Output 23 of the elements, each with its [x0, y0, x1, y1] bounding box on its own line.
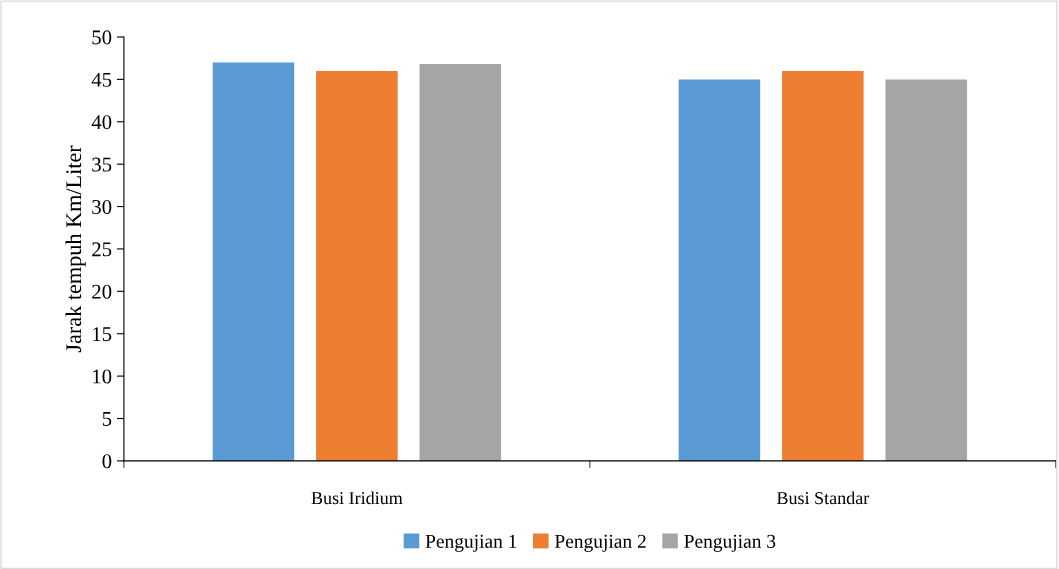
bar	[419, 64, 502, 461]
legend-label: Pengujian 2	[554, 534, 646, 552]
y-tick-label: 35	[92, 157, 112, 172]
y-tick-label: 30	[92, 199, 112, 214]
y-tick-label: 0	[102, 454, 112, 469]
y-tick-label: 20	[92, 284, 112, 299]
y-tick-label: 50	[92, 30, 112, 45]
y-tick-label: 45	[91, 72, 112, 87]
y-tick-label: 25	[92, 242, 112, 257]
bar	[678, 79, 761, 461]
y-tick-label: 5	[102, 412, 112, 426]
y-axis-title: Jarak tempuh Km/Liter	[65, 145, 86, 353]
bar	[885, 79, 968, 461]
y-tick-label: 10	[93, 369, 112, 384]
y-tick-label: 15	[93, 327, 112, 342]
x-tick-label: Busi Standar	[776, 491, 870, 505]
bar	[212, 62, 295, 461]
x-tick-label: Busi Iridium	[311, 491, 403, 505]
bar	[782, 70, 864, 461]
bar	[316, 70, 398, 461]
legend-label: Pengujian 3	[684, 534, 776, 552]
y-tick-label: 40	[91, 115, 112, 130]
legend-label: Pengujian 1	[425, 534, 517, 552]
